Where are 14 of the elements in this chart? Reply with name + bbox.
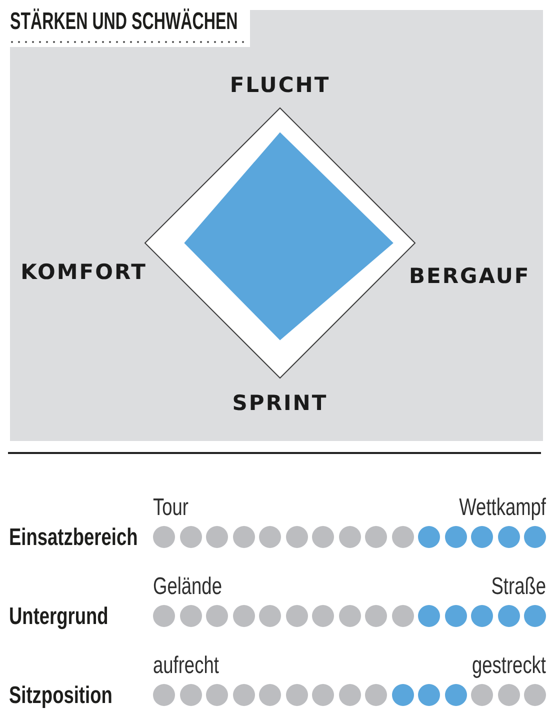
category-label: aufrecht: [153, 652, 219, 679]
spoke-label: FLUCHT: [230, 73, 330, 97]
spoke-label: BERGAUF: [409, 264, 530, 288]
category-label: Tour: [153, 494, 188, 521]
text: Untergrund: [9, 603, 108, 630]
spoke-label: KOMFORT: [20, 260, 147, 284]
category-label: Wettkampf: [459, 494, 546, 521]
category-label: Gelände: [153, 573, 222, 600]
category-label: Straße: [491, 573, 546, 600]
category-label: gestreckt: [472, 652, 546, 679]
spoke-label: SPRINT: [232, 391, 328, 415]
chart-title: STÄRKEN UND SCHWÄCHEN: [10, 8, 238, 35]
text: Einsatzbereich: [9, 524, 138, 551]
text: Sitzposition: [9, 682, 112, 709]
